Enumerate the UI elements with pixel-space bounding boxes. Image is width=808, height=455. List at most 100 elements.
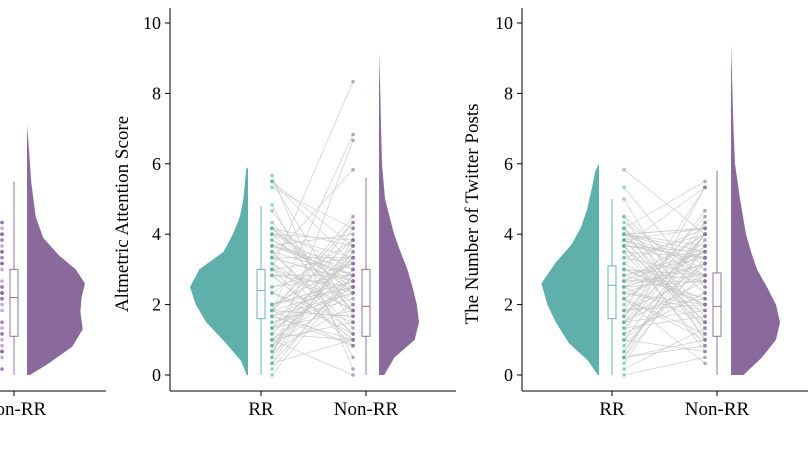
paired-line — [271, 186, 354, 229]
paired-line — [623, 269, 706, 300]
rr-data-point — [270, 179, 274, 184]
nonrr-data-point — [703, 285, 707, 289]
rr-data-point — [270, 185, 274, 190]
paired-line — [271, 169, 354, 258]
paired-line — [623, 251, 706, 282]
y-tick-label: 0 — [152, 365, 161, 385]
nonrr-data-point — [351, 214, 355, 219]
nonrr-data-point — [0, 285, 4, 289]
rr-data-point — [622, 167, 626, 172]
paired-line — [271, 81, 354, 270]
x-tick-label-non-rr: Non-RR — [334, 399, 399, 420]
paired-line — [271, 233, 354, 259]
rr-data-point — [270, 338, 274, 342]
y-tick-label: 8 — [152, 83, 161, 103]
rr-data-point — [270, 349, 274, 354]
y-tick-label: 4 — [152, 224, 161, 244]
paired-line — [271, 257, 354, 282]
rr-data-point — [270, 273, 274, 278]
rr-data-point — [622, 267, 626, 272]
nonrr-data-point — [0, 267, 4, 272]
y-tick-label: 10 — [495, 13, 513, 33]
paired-line — [623, 339, 706, 352]
rr-data-point — [270, 291, 274, 295]
nonrr-data-point — [351, 273, 355, 278]
rr-data-point — [622, 197, 626, 201]
rr-data-point — [270, 314, 274, 319]
paired-line — [623, 233, 706, 329]
rr-data-point — [622, 220, 626, 225]
nonrr-data-point — [0, 338, 4, 342]
nonrr-data-point — [703, 343, 707, 348]
nonrr-data-point — [703, 261, 707, 266]
nonrr-data-point — [351, 79, 355, 84]
y-axis-title: Altmetric Attention Score — [112, 116, 133, 312]
paired-line — [271, 304, 354, 352]
rr-data-point — [270, 367, 274, 371]
rr-data-point — [622, 308, 626, 313]
rr-data-point — [270, 173, 274, 178]
paired-line — [623, 169, 706, 235]
rr-data-point — [622, 273, 626, 278]
y-axis-title: The Number of Twitter Posts — [462, 103, 483, 324]
nonrr-data-point — [351, 308, 355, 313]
paired-line — [623, 216, 706, 341]
nonrr-data-point — [703, 361, 707, 366]
nonrr-data-point — [351, 250, 355, 254]
paired-line — [623, 233, 706, 247]
panel-altmetric: 0 2 4 6 8 10 Altmetric Attention Score RR Non-RR — [112, 8, 456, 420]
paired-line — [623, 233, 706, 259]
rr-data-point — [270, 285, 274, 289]
rr-data-point — [270, 261, 274, 266]
nonrr-data-point — [703, 250, 707, 254]
nonrr-data-point — [351, 261, 355, 266]
paired-line — [271, 233, 354, 247]
nonrr-data-point — [703, 244, 707, 248]
nonrr-data-point — [703, 238, 707, 242]
paired-line — [271, 227, 354, 270]
rr-data-point — [270, 308, 274, 313]
nonrr-data-point — [703, 226, 707, 231]
nonrr-data-point — [351, 232, 355, 236]
paired-line — [271, 245, 354, 270]
paired-line — [271, 274, 354, 341]
nonrr-data-point — [351, 279, 355, 283]
nonrr-data-point — [351, 285, 355, 289]
nonrr-data-point — [703, 320, 707, 325]
rr-data-point — [270, 332, 274, 336]
panel-left-partial: Non-RR — [0, 125, 106, 420]
paired-line — [271, 310, 354, 317]
nonrr-data-point — [0, 244, 4, 248]
paired-line — [271, 286, 354, 305]
nonrr-data-point — [703, 179, 707, 184]
rr-data-point — [622, 355, 626, 360]
paired-line — [623, 357, 706, 376]
paired-line — [623, 181, 706, 229]
paired-line — [271, 339, 354, 376]
paired-line — [271, 310, 354, 329]
x-tick-label-rr: RR — [248, 399, 274, 420]
rr-data-point — [270, 250, 274, 254]
nonrr-data-point — [351, 226, 355, 231]
nonrr-data-point — [703, 255, 707, 260]
nonrr-data-point — [351, 167, 355, 172]
nonrr-data-point — [0, 291, 4, 295]
nonrr-data-point — [0, 250, 4, 254]
nonrr-data-point — [703, 296, 707, 301]
nonrr-data-point — [0, 279, 4, 283]
rr-data-point — [622, 279, 626, 283]
rr-data-point — [622, 338, 626, 342]
nonrr-density-cloud — [27, 125, 85, 375]
y-tick-label: 8 — [504, 83, 513, 103]
rr-data-point — [622, 214, 626, 219]
rr-data-point — [270, 361, 274, 366]
y-tick-label: 6 — [152, 154, 161, 174]
rr-data-point — [270, 302, 274, 307]
paired-line — [623, 292, 706, 335]
nonrr-data-point — [0, 226, 4, 231]
paired-line — [271, 263, 354, 311]
rr-data-point — [270, 267, 274, 272]
rr-data-point — [270, 238, 274, 242]
nonrr-data-point — [703, 185, 707, 190]
nonrr-data-point — [351, 367, 355, 371]
